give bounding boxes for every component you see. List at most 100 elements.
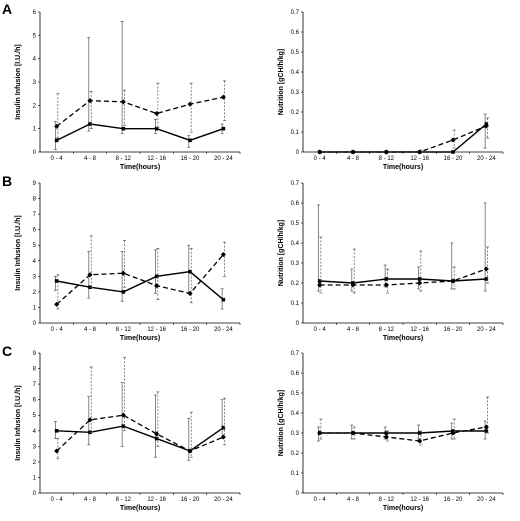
chart3-xtick-label: 12 - 16 (147, 327, 166, 333)
chart4-series-solid (316, 202, 489, 292)
chart1-series-solid-point (154, 126, 159, 131)
chart5-xtick-label: 16 - 20 (181, 497, 200, 503)
chart6-ytick-label: 0 (296, 491, 300, 497)
chart1-ytick-label: 4 (33, 57, 37, 63)
chart5-xtick-label: 0 - 4 (51, 497, 64, 503)
chart4-xtick-label: 20 - 24 (477, 327, 496, 333)
chart1-series-solid-line (56, 123, 224, 142)
chart5-ytick-label: 5 (33, 413, 37, 419)
chart4-plot: 0 0.1 0.2 0.3 0.4 0.5 0.6 0.7 0 - 4 4 - 8 8 - 12 12… (278, 181, 504, 342)
chart5-xtick-label: 12 - 16 (147, 497, 166, 503)
chart6-series-solid-point (417, 431, 422, 435)
chart2-series-dashed-point (417, 149, 423, 155)
chart4-ytick-label: 0.4 (291, 241, 300, 247)
chart1-plot: 0 1 2 3 4 5 6 0 - 4 4 - 8 8 - 12 12 - 16 16 - 20 20 … (15, 10, 241, 171)
chart6-xtick-label: 16 - 20 (444, 497, 463, 503)
chart1-series-solid-point (221, 126, 226, 131)
chart2-xtick-label: 8 - 12 (379, 156, 395, 162)
chart2-series-dashed-point (450, 137, 456, 143)
chart1-series-dashed-point (154, 110, 160, 117)
chart6-series-dashed-point (450, 430, 456, 436)
chart3-xtick-label: 4 - 8 (84, 327, 97, 333)
chart3-xtick-label: 20 - 24 (214, 327, 233, 333)
chart3-series-dashed-point (54, 301, 60, 307)
chart3-ytick-label: 0 (33, 321, 37, 327)
chart1-series-dashed-point (220, 94, 226, 100)
chart5-series-dashed-point (187, 448, 193, 454)
chart2-xtick-label: 20 - 24 (477, 156, 496, 162)
chart2-series-dashed-line (319, 125, 487, 153)
chart2-series-solid-line (319, 123, 487, 153)
chart2-plot: 0 0.1 0.2 0.3 0.4 0.5 0.6 0.7 0 - 4 4 - 8 8 - 12 12… (278, 10, 504, 171)
chart6-x-axis-label: Time(hours) (383, 505, 423, 512)
chart5-x-axis-label: Time(hours) (120, 505, 160, 512)
chart1-x-axis-label: Time(hours) (120, 164, 160, 171)
chart3-series-dashed-line (56, 254, 224, 305)
chart5-ytick-label: 0 (33, 491, 37, 497)
chart2-xtick-label: 16 - 20 (444, 156, 463, 162)
chart2-ytick-label: 0.7 (291, 10, 300, 16)
chart1-ytick-label: 3 (33, 80, 37, 86)
chart6-series-dashed-point (317, 430, 323, 436)
chart2-xtick-label: 0 - 4 (314, 156, 327, 162)
chart5-series-dashed-point (120, 412, 126, 418)
chart3-series-dashed-point (220, 252, 226, 258)
chart4-series-dashed-point (317, 282, 323, 288)
chart5-ytick-label: 7 (33, 382, 37, 388)
chart5-series-dashed-point (154, 431, 160, 437)
chart4-series-solid-line (319, 278, 487, 284)
chart6-ytick-label: 0.5 (291, 391, 300, 397)
chart5-series-solid-point (54, 428, 59, 433)
chart5-series-solid-point (121, 424, 126, 428)
chart4-series-dashed-point (483, 266, 489, 272)
chart5-xtick-label: 4 - 8 (84, 497, 97, 503)
chart6-xtick-label: 12 - 16 (410, 497, 429, 503)
chart1-series-solid-point (121, 126, 126, 131)
chart6-ytick-label: 0.7 (291, 351, 300, 357)
chart1-xtick-label: 16 - 20 (181, 156, 200, 162)
chart3-series-solid-point (54, 279, 59, 283)
chart2-series-solid (317, 113, 489, 154)
chart6-series-dashed-line (319, 426, 487, 442)
chart3-xtick-label: 0 - 4 (51, 327, 64, 333)
chart3-series-solid-line (56, 270, 224, 301)
chart4-xtick-label: 8 - 12 (379, 327, 395, 333)
chart3-xtick-label: 8 - 12 (116, 327, 132, 333)
chart6-series-dashed-point (417, 438, 423, 444)
chart1-series-solid-point (54, 138, 59, 143)
chart6-ytick-label: 0.2 (291, 451, 300, 457)
chart1-series-solid (53, 20, 226, 151)
chart1-xtick-label: 12 - 16 (147, 156, 166, 162)
chart3-series-dashed-point (120, 270, 126, 276)
chart1-y-axis-label: Insulin Infusion [I.U./h] (15, 44, 22, 119)
chart3-plot: 0 1 2 3 4 5 6 7 8 9 0 - 4 4 - 8 8 - 12 12 - 16 16 - 20… (15, 181, 241, 342)
chart4-series-dashed-point (350, 282, 356, 288)
chart3-series-solid-point (121, 290, 126, 294)
panel-letter-b: B (2, 173, 12, 189)
chart4-series-dashed-line (319, 268, 487, 286)
chart3-series-dashed-point (154, 283, 160, 289)
chart5-plot: 0 1 2 3 4 5 6 7 8 9 0 - 4 4 - 8 8 - 12 12 - 16 16 - 20… (15, 351, 241, 512)
chart1-xtick-label: 8 - 12 (116, 156, 132, 162)
chart6-xtick-label: 8 - 12 (379, 497, 395, 503)
chart2-ytick-label: 0.2 (291, 110, 300, 116)
chart3-series-dashed (54, 235, 227, 310)
chart6-plot: 0 0.1 0.2 0.3 0.4 0.5 0.6 0.7 0 - 4 4 - 8 8 - 12 12… (278, 351, 504, 512)
chart4-ytick-label: 0.2 (291, 281, 300, 287)
chart3-series-dashed-point (187, 290, 193, 296)
chart5-ytick-label: 9 (33, 351, 37, 357)
chart2-ytick-label: 0.1 (291, 130, 300, 136)
chart2-ytick-label: 0.3 (291, 90, 300, 96)
chart4-series-solid-point (317, 279, 322, 283)
chart5-ytick-label: 6 (33, 398, 37, 404)
chart5-ytick-label: 2 (33, 460, 37, 466)
chart3-series-solid (53, 244, 226, 310)
chart2-ytick-label: 0.4 (291, 70, 300, 76)
panel-letter-c: C (2, 343, 12, 359)
chart1-ytick-label: 1 (33, 127, 37, 133)
chart2-ytick-label: 0.5 (291, 50, 300, 56)
chart3-ytick-label: 5 (33, 243, 37, 249)
chart4-ytick-label: 0.5 (291, 221, 300, 227)
chart2-series-dashed-point (317, 149, 323, 155)
panel-letter-a: A (2, 1, 12, 17)
